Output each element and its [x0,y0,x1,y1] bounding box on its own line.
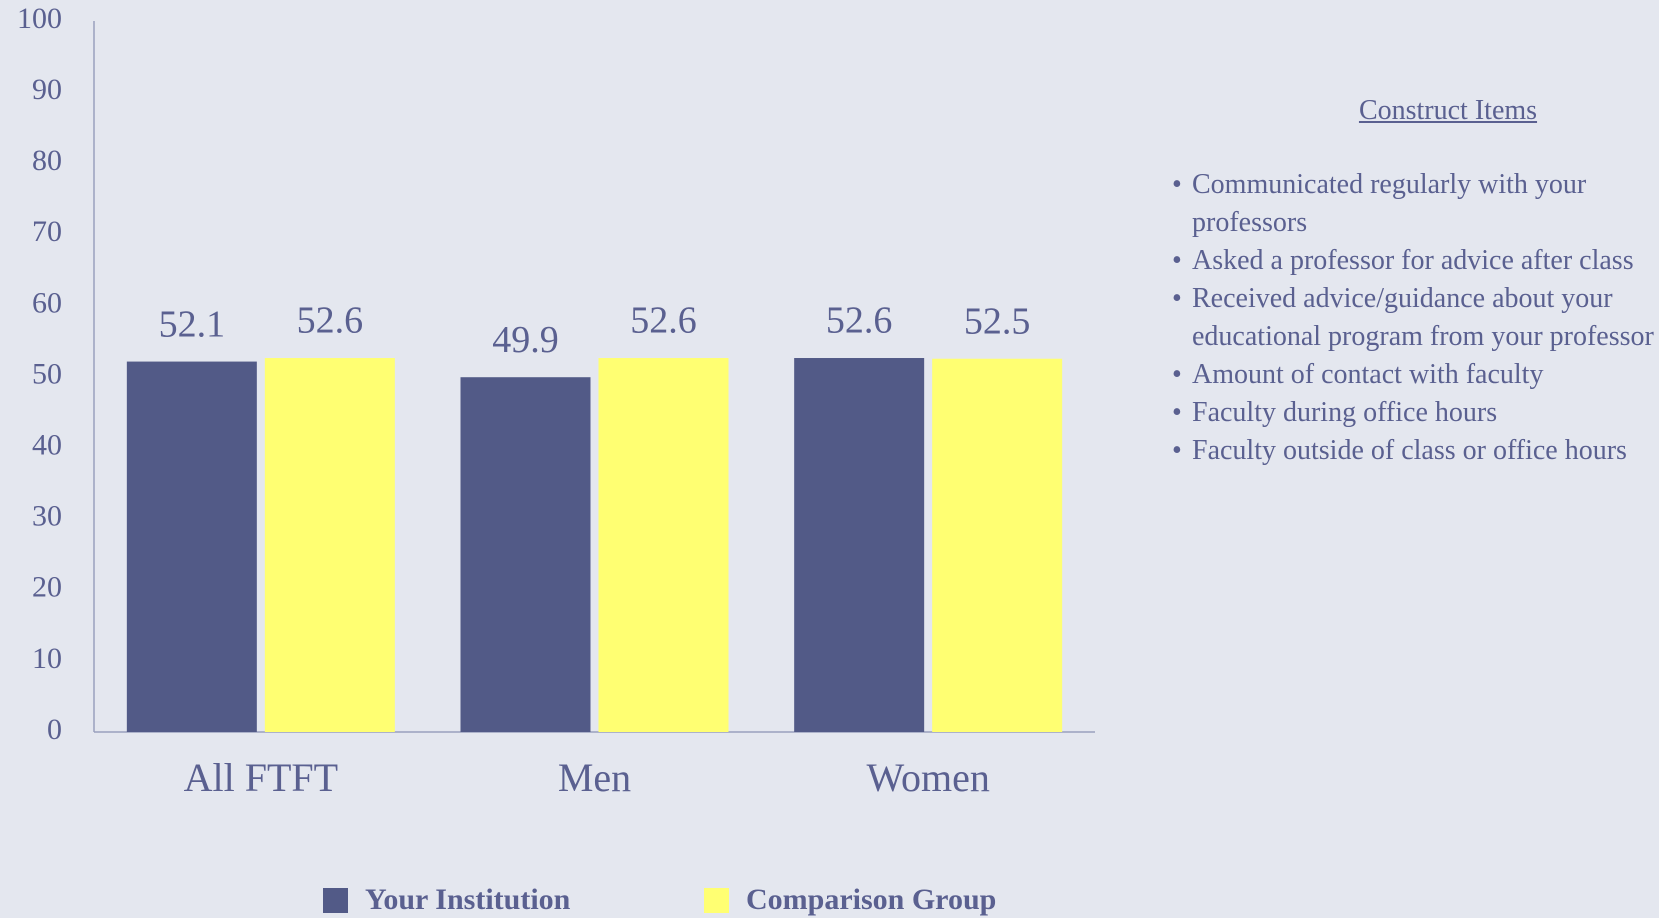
value-label: 52.1 [159,303,226,345]
panel-title: Construct Items [1358,95,1538,126]
x-tick-label: All FTFT [184,755,338,800]
bar [126,361,257,732]
construct-item: Asked a professor for advice after class [1170,242,1656,280]
x-tick-label: Men [558,755,631,800]
y-tick-label: 0 [47,713,62,746]
construct-item: Amount of contact with faculty [1170,356,1656,394]
legend-swatch [323,888,348,913]
legend-label: Your Institution [365,883,571,916]
item-list: Communicated regularly with your profess… [1170,166,1656,470]
value-label: 49.9 [492,319,559,361]
y-tick-label: 100 [17,2,62,35]
y-tick-label: 10 [32,642,62,675]
y-tick-label: 20 [32,571,62,604]
y-tick-label: 60 [32,286,62,319]
value-label: 52.6 [297,300,364,342]
legend-label: Comparison Group [746,883,996,916]
bar [460,377,591,732]
y-tick-label: 90 [32,73,62,106]
bar [598,358,729,732]
y-tick-label: 70 [32,215,62,248]
y-tick-label: 50 [32,357,62,390]
construct-item: Received advice/guidance about your educ… [1170,280,1656,356]
x-tick-label: Women [866,755,989,800]
construct-item: Faculty outside of class or office hours [1170,432,1656,470]
y-tick-label: 30 [32,500,62,533]
construct-item: Communicated regularly with your profess… [1170,166,1656,242]
y-tick-label: 40 [32,428,62,461]
value-label: 52.6 [826,300,893,342]
construct-panel: Construct Items Communicated regularly w… [1170,92,1656,470]
bar [264,358,395,732]
construct-item: Faculty during office hours [1170,394,1656,432]
y-tick-label: 80 [32,144,62,177]
legend-swatch [704,888,729,913]
bar [794,358,925,732]
bar [932,358,1063,732]
value-label: 52.6 [630,300,697,342]
value-label: 52.5 [964,300,1031,342]
